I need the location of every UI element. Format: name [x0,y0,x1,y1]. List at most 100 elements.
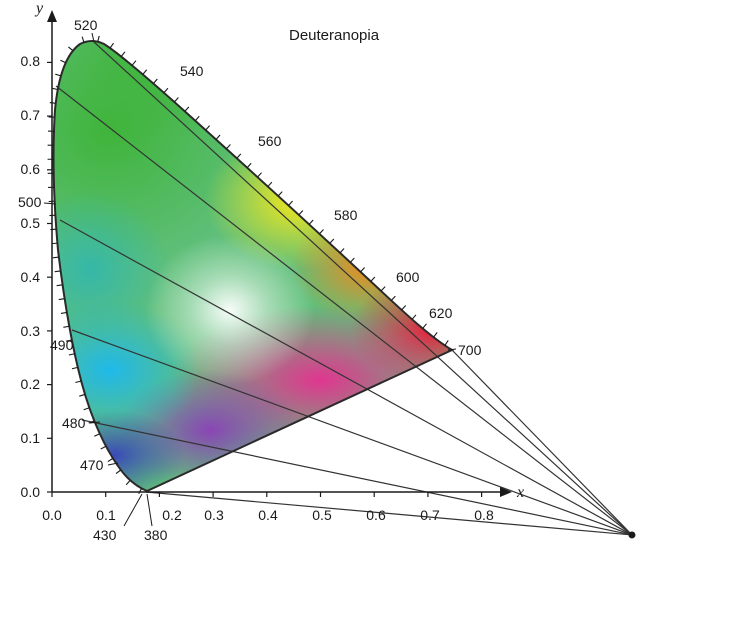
wavelength-tick [411,314,417,320]
wavelength-label-540: 540 [180,63,204,79]
wavelength-tick [163,87,169,94]
confusion-lines [55,41,633,536]
wavelength-tick [298,210,304,216]
wavelength-tick [75,380,82,384]
y-tick-label: 0.4 [21,269,41,285]
confusion-line [451,349,633,536]
wavelength-label-560: 560 [258,133,282,149]
x-tick-label: 0.4 [258,507,278,523]
wavelength-tick [401,305,407,311]
wavelength-tick [125,480,131,486]
y-tick-label: 0.1 [21,430,41,446]
wavelength-tick [360,267,366,273]
wavelength-label-520: 520 [74,17,98,33]
wavelength-tick [349,257,355,263]
wavelength-tick [152,78,158,84]
confusion-line [59,219,633,536]
wavelength-tick [83,407,90,411]
y-tick-labels: 0.0 0.1 0.2 0.3 0.4 0.5 0.6 0.7 0.8 [21,53,41,500]
wavelength-tick [236,153,242,159]
wavelength-tick [79,393,86,397]
x-tick-label: 0.5 [312,507,332,523]
wavelength-tick [51,87,58,91]
wavelength-tick [56,284,63,287]
confusion-line [145,491,633,536]
wavelength-tick [288,200,293,206]
wavelength-tick [68,46,74,52]
wavelength-ticks [47,35,449,494]
wavelength-tick [100,445,107,450]
wavelength-tick [54,270,61,273]
y-axis-letter: y [34,0,44,17]
x-axis-letter: x [516,484,524,501]
y-tick-label: 0.6 [21,161,41,177]
wavelength-tick [390,295,396,301]
wavelength-tick [267,181,273,187]
wavelength-tick [115,469,122,474]
x-tick-labels: 0.0 0.1 0.2 0.3 0.4 0.5 0.6 0.7 0.8 [42,507,494,523]
wavelength-tick [380,286,386,292]
x-tick-label: 0.3 [204,507,224,523]
wavelength-tick [88,420,95,424]
wavelength-labels: 520 540 560 580 600 620 700 500 490 480 … [18,17,482,543]
wavelength-tick [97,35,100,42]
wavelength-tick [339,248,345,254]
wavelength-tick [94,433,101,437]
axes [47,10,512,497]
wavelength-label-620: 620 [429,305,453,321]
wavelength-tick [329,238,335,244]
wavelength-label-600: 600 [396,269,420,285]
wavelength-tick [81,36,85,43]
wavelength-tick [58,298,65,301]
wavelength-tick [107,457,114,463]
y-tick-label: 0.0 [21,484,41,500]
wavelength-tick [173,97,179,103]
copunctal-point [628,531,636,539]
wavelength-label-500: 500 [18,194,42,210]
wavelength-label-700: 700 [458,342,482,358]
wavelength-label-490: 490 [50,337,74,353]
x-tick-label: 0.8 [474,507,494,523]
wavelength-tick [246,162,252,169]
wavelength-tick [215,134,221,140]
wavelength-tick [60,59,67,64]
y-tick-label: 0.5 [21,215,41,231]
wavelength-tick [55,73,62,77]
wavelength-tick [120,51,126,57]
confusion-line [93,41,633,536]
wavelength-tick [131,60,137,66]
x-tick-label: 0.0 [42,507,62,523]
diagram-title: Deuteranopia [289,27,380,44]
wavelength-label-430: 430 [93,527,117,543]
wavelength-tick [194,115,200,122]
wavelength-tick [60,311,67,315]
wavelength-tick [52,256,59,259]
x-tick-label: 0.2 [162,507,182,523]
y-tick-label: 0.2 [21,376,41,392]
wavelength-tick [308,219,314,225]
confusion-line [55,85,633,536]
wavelength-tick [138,488,143,494]
spectral-locus [52,40,455,493]
wavelength-tick [225,144,231,150]
wavelength-tick [142,69,148,75]
wavelength-tick [370,276,376,282]
y-tick-label: 0.8 [21,53,41,69]
confusion-line [81,419,633,536]
y-tick-label: 0.3 [21,323,41,339]
wavelength-tick [444,340,449,346]
x-tick-label: 0.1 [96,507,116,523]
wavelength-label-480: 480 [62,415,86,431]
wavelength-tick [277,191,283,197]
confusion-line [71,329,633,536]
x-tick-label: 0.7 [420,507,440,523]
y-tick-label: 0.7 [21,107,41,123]
wavelength-tick [205,125,211,131]
wavelength-label-580: 580 [334,207,358,223]
wavelength-tick [71,366,78,370]
wavelength-tick [433,332,438,338]
x-tick-label: 0.6 [366,507,386,523]
wavelength-tick [422,323,427,329]
wavelength-label-380: 380 [144,527,168,543]
